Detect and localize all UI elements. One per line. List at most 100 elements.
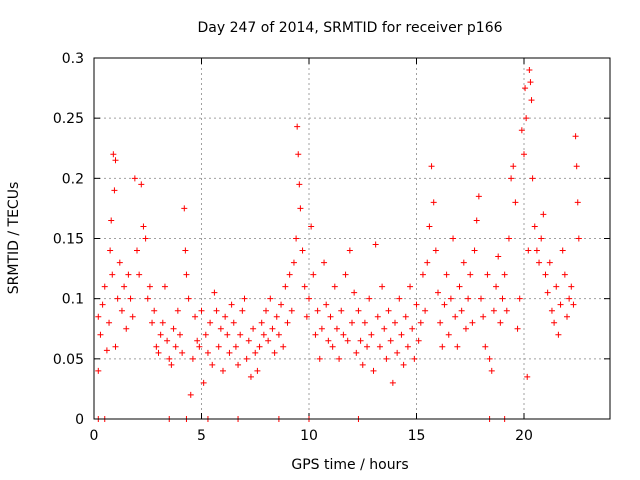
data-point (364, 343, 371, 350)
data-point (499, 295, 506, 302)
data-point (140, 223, 147, 230)
data-point (488, 367, 495, 374)
data-point (123, 325, 130, 332)
data-point (344, 337, 351, 344)
data-point (111, 187, 118, 194)
data-point (260, 331, 267, 338)
data-point (510, 163, 517, 170)
data-point (372, 241, 379, 248)
data-point (99, 301, 106, 308)
data-point (235, 361, 242, 368)
data-point (346, 247, 353, 254)
data-point (533, 247, 540, 254)
data-point (353, 349, 360, 356)
data-point (467, 271, 474, 278)
data-point (559, 247, 566, 254)
data-point (118, 307, 125, 314)
data-point (278, 301, 285, 308)
data-point (518, 127, 525, 134)
data-point (473, 217, 480, 224)
data-point (138, 181, 145, 188)
data-point (174, 307, 181, 314)
data-point (183, 271, 190, 278)
x-tick-label: 0 (90, 428, 99, 444)
data-point (413, 301, 420, 308)
data-point (306, 295, 312, 302)
data-point (443, 271, 450, 278)
data-point (512, 199, 519, 206)
data-point (316, 355, 323, 362)
data-point (232, 343, 239, 350)
data-point (557, 301, 564, 308)
data-point (293, 235, 300, 242)
data-point (97, 331, 104, 338)
data-point (493, 283, 500, 290)
data-point (523, 115, 530, 122)
data-point (252, 349, 259, 356)
data-point (514, 325, 521, 332)
data-point (338, 307, 345, 314)
data-point (452, 313, 459, 320)
data-point (424, 259, 431, 266)
data-point (108, 217, 115, 224)
x-tick-label: 20 (515, 428, 533, 444)
data-point (333, 325, 340, 332)
data-point (269, 325, 276, 332)
data-point (314, 307, 321, 314)
data-point (572, 133, 579, 140)
data-point (142, 235, 149, 242)
y-axis-label: SRMTID / TECUs (6, 182, 22, 295)
data-point (566, 295, 573, 302)
data-point (561, 271, 568, 278)
data-point (486, 355, 493, 362)
data-point (129, 313, 136, 320)
data-point (475, 193, 482, 200)
data-point (204, 349, 211, 356)
data-point (243, 355, 250, 362)
data-point (146, 283, 153, 290)
data-point (144, 295, 151, 302)
data-point (462, 325, 469, 332)
data-point (194, 337, 201, 344)
data-point (426, 223, 433, 230)
data-point (484, 271, 491, 278)
x-axis-label: GPS time / hours (291, 457, 408, 473)
data-point (469, 319, 476, 326)
data-point (172, 343, 179, 350)
data-point (450, 235, 457, 242)
data-point (207, 319, 214, 326)
data-point (318, 325, 325, 332)
data-point (521, 151, 527, 158)
data-point (400, 361, 407, 368)
data-point (155, 349, 162, 356)
data-point (209, 361, 216, 368)
y-tick-label: 0.05 (53, 352, 84, 368)
data-point (301, 283, 308, 290)
data-point (185, 295, 192, 302)
data-point (437, 319, 444, 326)
data-point (275, 331, 282, 338)
data-point (271, 349, 278, 356)
data-point (284, 319, 291, 326)
data-point (540, 211, 547, 218)
data-points (95, 67, 582, 422)
y-tick-label: 0.1 (62, 292, 84, 308)
data-point (370, 367, 377, 374)
data-point (166, 355, 173, 362)
data-point (544, 289, 551, 296)
data-point (254, 367, 261, 374)
y-tick-label: 0.15 (53, 232, 84, 248)
data-point (226, 349, 233, 356)
data-point (202, 331, 209, 338)
data-point (181, 205, 188, 212)
data-point (286, 271, 293, 278)
data-point (256, 343, 263, 350)
data-point (553, 283, 560, 290)
data-point (153, 343, 160, 350)
x-tick-label: 15 (408, 428, 426, 444)
y-tick-label: 0 (75, 412, 84, 428)
data-point (546, 259, 553, 266)
data-point (323, 301, 330, 308)
data-point (267, 295, 274, 302)
data-point (116, 259, 123, 266)
